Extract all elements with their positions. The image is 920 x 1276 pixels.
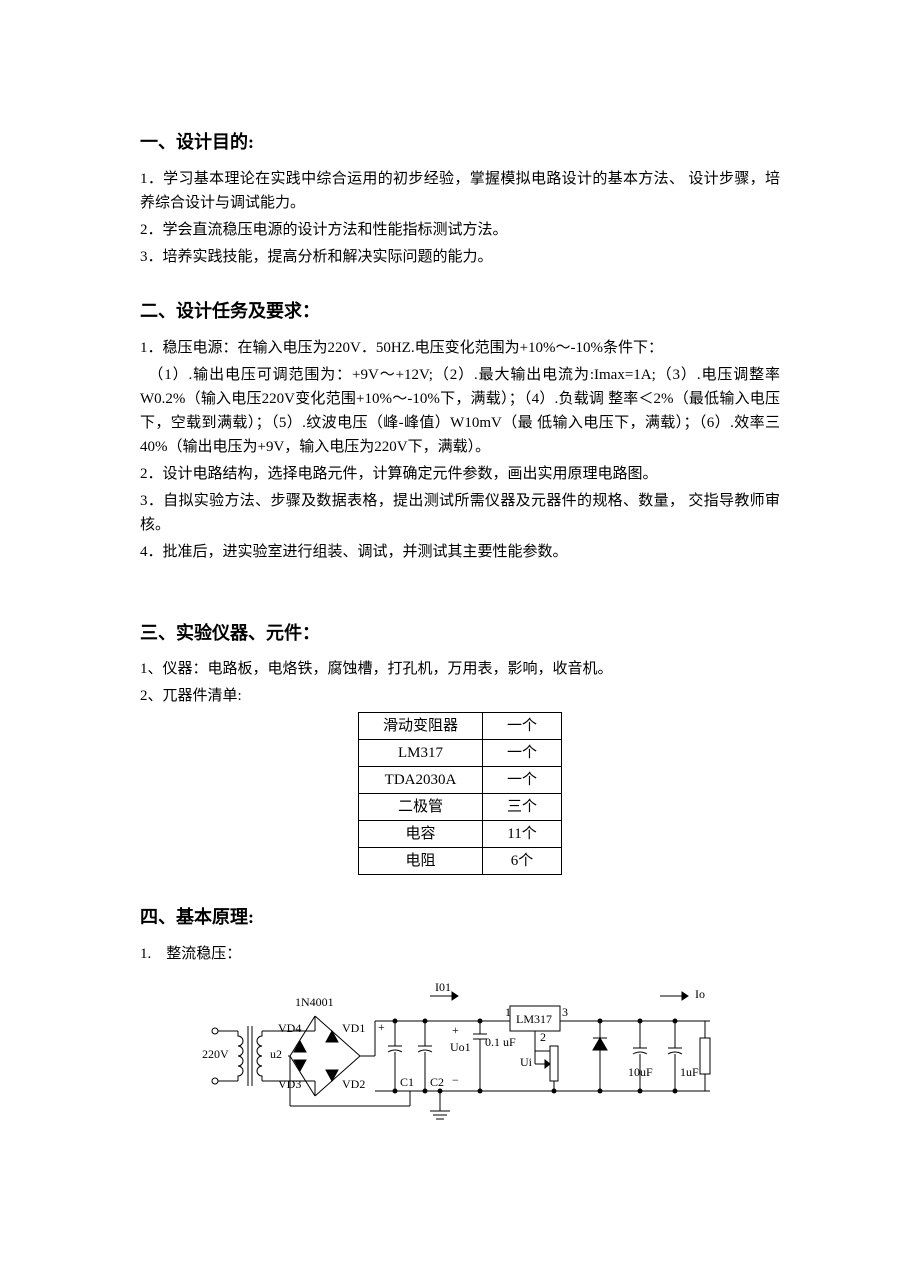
label-220v: 220V	[202, 1047, 229, 1061]
section1-items: 1．学习基本理论在实践中综合运用的初步经验，掌握模拟电路设计的基本方法、 设计步…	[140, 167, 780, 269]
s2-item: 3．自拟实验方法、步骤及数据表格，提出测试所需仪器及元器件的规格、数量， 交指导…	[140, 489, 780, 537]
section2-items: 1．稳压电源：在输入电压为220V．50HZ.电压变化范围为+10%～-10%条…	[140, 336, 780, 564]
label-1n4001: 1N4001	[295, 995, 334, 1009]
label-chip: LM317	[516, 1012, 552, 1026]
table-row: 电容11个	[358, 821, 561, 848]
table-cell: 滑动变阻器	[358, 713, 482, 740]
label-c2: C2	[430, 1075, 444, 1089]
circuit-svg: 220V u2 VD1 VD2 VD3 VD4 1N4001	[200, 976, 720, 1136]
label-plus1: +	[378, 1020, 385, 1034]
label-pin3: 3	[562, 1005, 568, 1019]
table-row: 二极管三个	[358, 794, 561, 821]
label-ui: Ui	[520, 1055, 533, 1069]
label-01uf: 0.1 uF	[485, 1035, 516, 1049]
heading-principle: 四、基本原理:	[140, 903, 780, 932]
table-row: TDA2030A一个	[358, 767, 561, 794]
component-table: 滑动变阻器一个 LM317一个 TDA2030A一个 二极管三个 电容11个 电…	[358, 712, 562, 875]
table-cell: 11个	[483, 821, 562, 848]
s1-item: 1．学习基本理论在实践中综合运用的初步经验，掌握模拟电路设计的基本方法、 设计步…	[140, 167, 780, 215]
label-uo1: Uo1	[450, 1040, 471, 1054]
circuit-diagram: 220V u2 VD1 VD2 VD3 VD4 1N4001	[140, 976, 780, 1136]
heading-design-task: 二、设计任务及要求：	[140, 297, 780, 326]
s2-item: （1）.输出电压可调范围为：+9V～+12V;（2）.最大输出电流为:Imax=…	[140, 363, 780, 459]
table-cell: 一个	[483, 713, 562, 740]
label-plus2: +	[452, 1023, 459, 1037]
table-row: LM317一个	[358, 740, 561, 767]
s2-item: 4．批准后，进实验室进行组装、调试，并测试其主要性能参数。	[140, 540, 780, 564]
label-1uf: 1uF	[680, 1065, 699, 1079]
table-row: 滑动变阻器一个	[358, 713, 561, 740]
sub1: 1. 整流稳压：	[140, 942, 780, 966]
label-c1: C1	[400, 1075, 414, 1089]
table-cell: LM317	[358, 740, 482, 767]
label-u2: u2	[270, 1047, 282, 1061]
table-cell: 一个	[483, 740, 562, 767]
comp-intro: 2、兀器件清单:	[140, 684, 780, 708]
label-vd1: VD1	[342, 1021, 365, 1035]
heading-design-purpose: 一、设计目的:	[140, 128, 780, 157]
table-cell: 二极管	[358, 794, 482, 821]
label-io: Io	[695, 987, 705, 1001]
table-cell: TDA2030A	[358, 767, 482, 794]
instruments-line: 1、仪器：电路板，电烙铁，腐蚀槽，打孔机，万用表，影响，收音机。	[140, 657, 780, 681]
label-i01: I01	[435, 980, 451, 994]
s1-item: 2．学会直流稳压电源的设计方法和性能指标测试方法。	[140, 218, 780, 242]
label-vd2: VD2	[342, 1077, 365, 1091]
table-cell: 电容	[358, 821, 482, 848]
table-row: 电阻6个	[358, 848, 561, 875]
s2-item: 2．设计电路结构，选择电路元件，计算确定元件参数，画出实用原理电路图。	[140, 462, 780, 486]
s2-item: 1．稳压电源：在输入电压为220V．50HZ.电压变化范围为+10%～-10%条…	[140, 336, 780, 360]
table-cell: 6个	[483, 848, 562, 875]
table-cell: 电阻	[358, 848, 482, 875]
s1-item: 3．培养实践技能，提高分析和解决实际问题的能力。	[140, 245, 780, 269]
label-minus2: −	[452, 1073, 459, 1087]
label-10uf: 10uF	[628, 1065, 653, 1079]
heading-instruments: 三、实验仪器、元件：	[140, 619, 780, 648]
label-pin2: 2	[540, 1030, 546, 1044]
label-vd4: VD4	[278, 1021, 301, 1035]
table-cell: 一个	[483, 767, 562, 794]
table-cell: 三个	[483, 794, 562, 821]
